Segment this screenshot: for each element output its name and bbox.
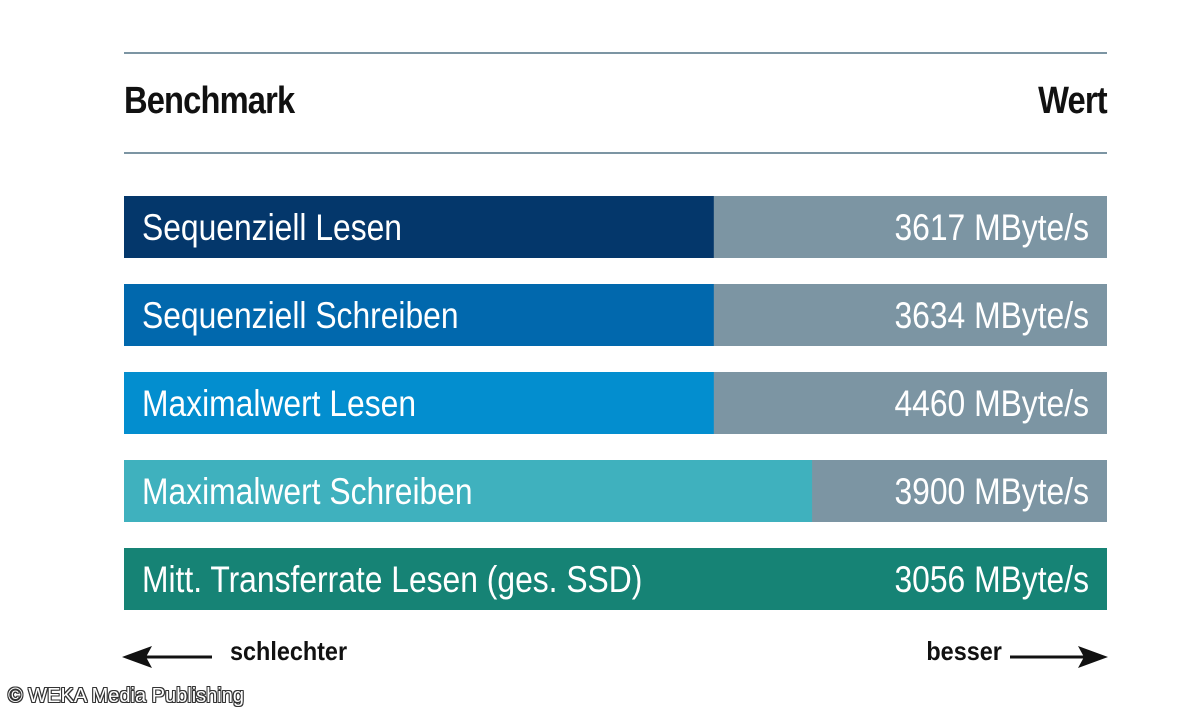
bar	[124, 372, 714, 434]
bar-category-label: Maximalwert Lesen	[142, 384, 416, 425]
bar	[124, 548, 1107, 610]
bar-value-label: 3056 MByte/s	[894, 560, 1089, 601]
bar-category-label: Maximalwert Schreiben	[142, 472, 473, 513]
bar-category-label: Sequenziell Lesen	[142, 208, 402, 249]
bar-row: Mitt. Transferrate Lesen (ges. SSD) 3056 …	[124, 548, 1107, 610]
header-top-rule	[124, 52, 1107, 54]
better-label: besser	[926, 636, 1002, 666]
header-value-label: Wert	[1038, 80, 1107, 122]
worse-label: schlechter	[230, 636, 348, 666]
bar-value-label: 4460 MByte/s	[894, 384, 1089, 425]
bar	[124, 460, 813, 522]
copyright-watermark: © WEKA Media Publishing	[8, 685, 244, 707]
arrow-right-icon	[1010, 646, 1108, 668]
bar-value-label: 3900 MByte/s	[894, 472, 1089, 513]
bar-category-label: Sequenziell Schreiben	[142, 296, 459, 337]
bar-value-label: 3634 MByte/s	[894, 296, 1089, 337]
bar	[124, 284, 714, 346]
bar-row: Maximalwert Lesen 4460 MByte/s	[124, 372, 1107, 434]
bar-row: Sequenziell Schreiben 3634 MByte/s	[124, 284, 1107, 346]
header-benchmark-label: Benchmark	[124, 80, 295, 122]
bar	[124, 196, 714, 258]
bar-row: Maximalwert Schreiben 3900 MByte/s	[124, 460, 1107, 522]
arrow-left-icon	[122, 646, 212, 668]
bar-category-label: Mitt. Transferrate Lesen (ges. SSD)	[142, 560, 642, 601]
bar-value-label: 3617 MByte/s	[894, 208, 1089, 249]
header-bottom-rule	[124, 152, 1107, 154]
bar-row: Sequenziell Lesen 3617 MByte/s	[124, 196, 1107, 258]
